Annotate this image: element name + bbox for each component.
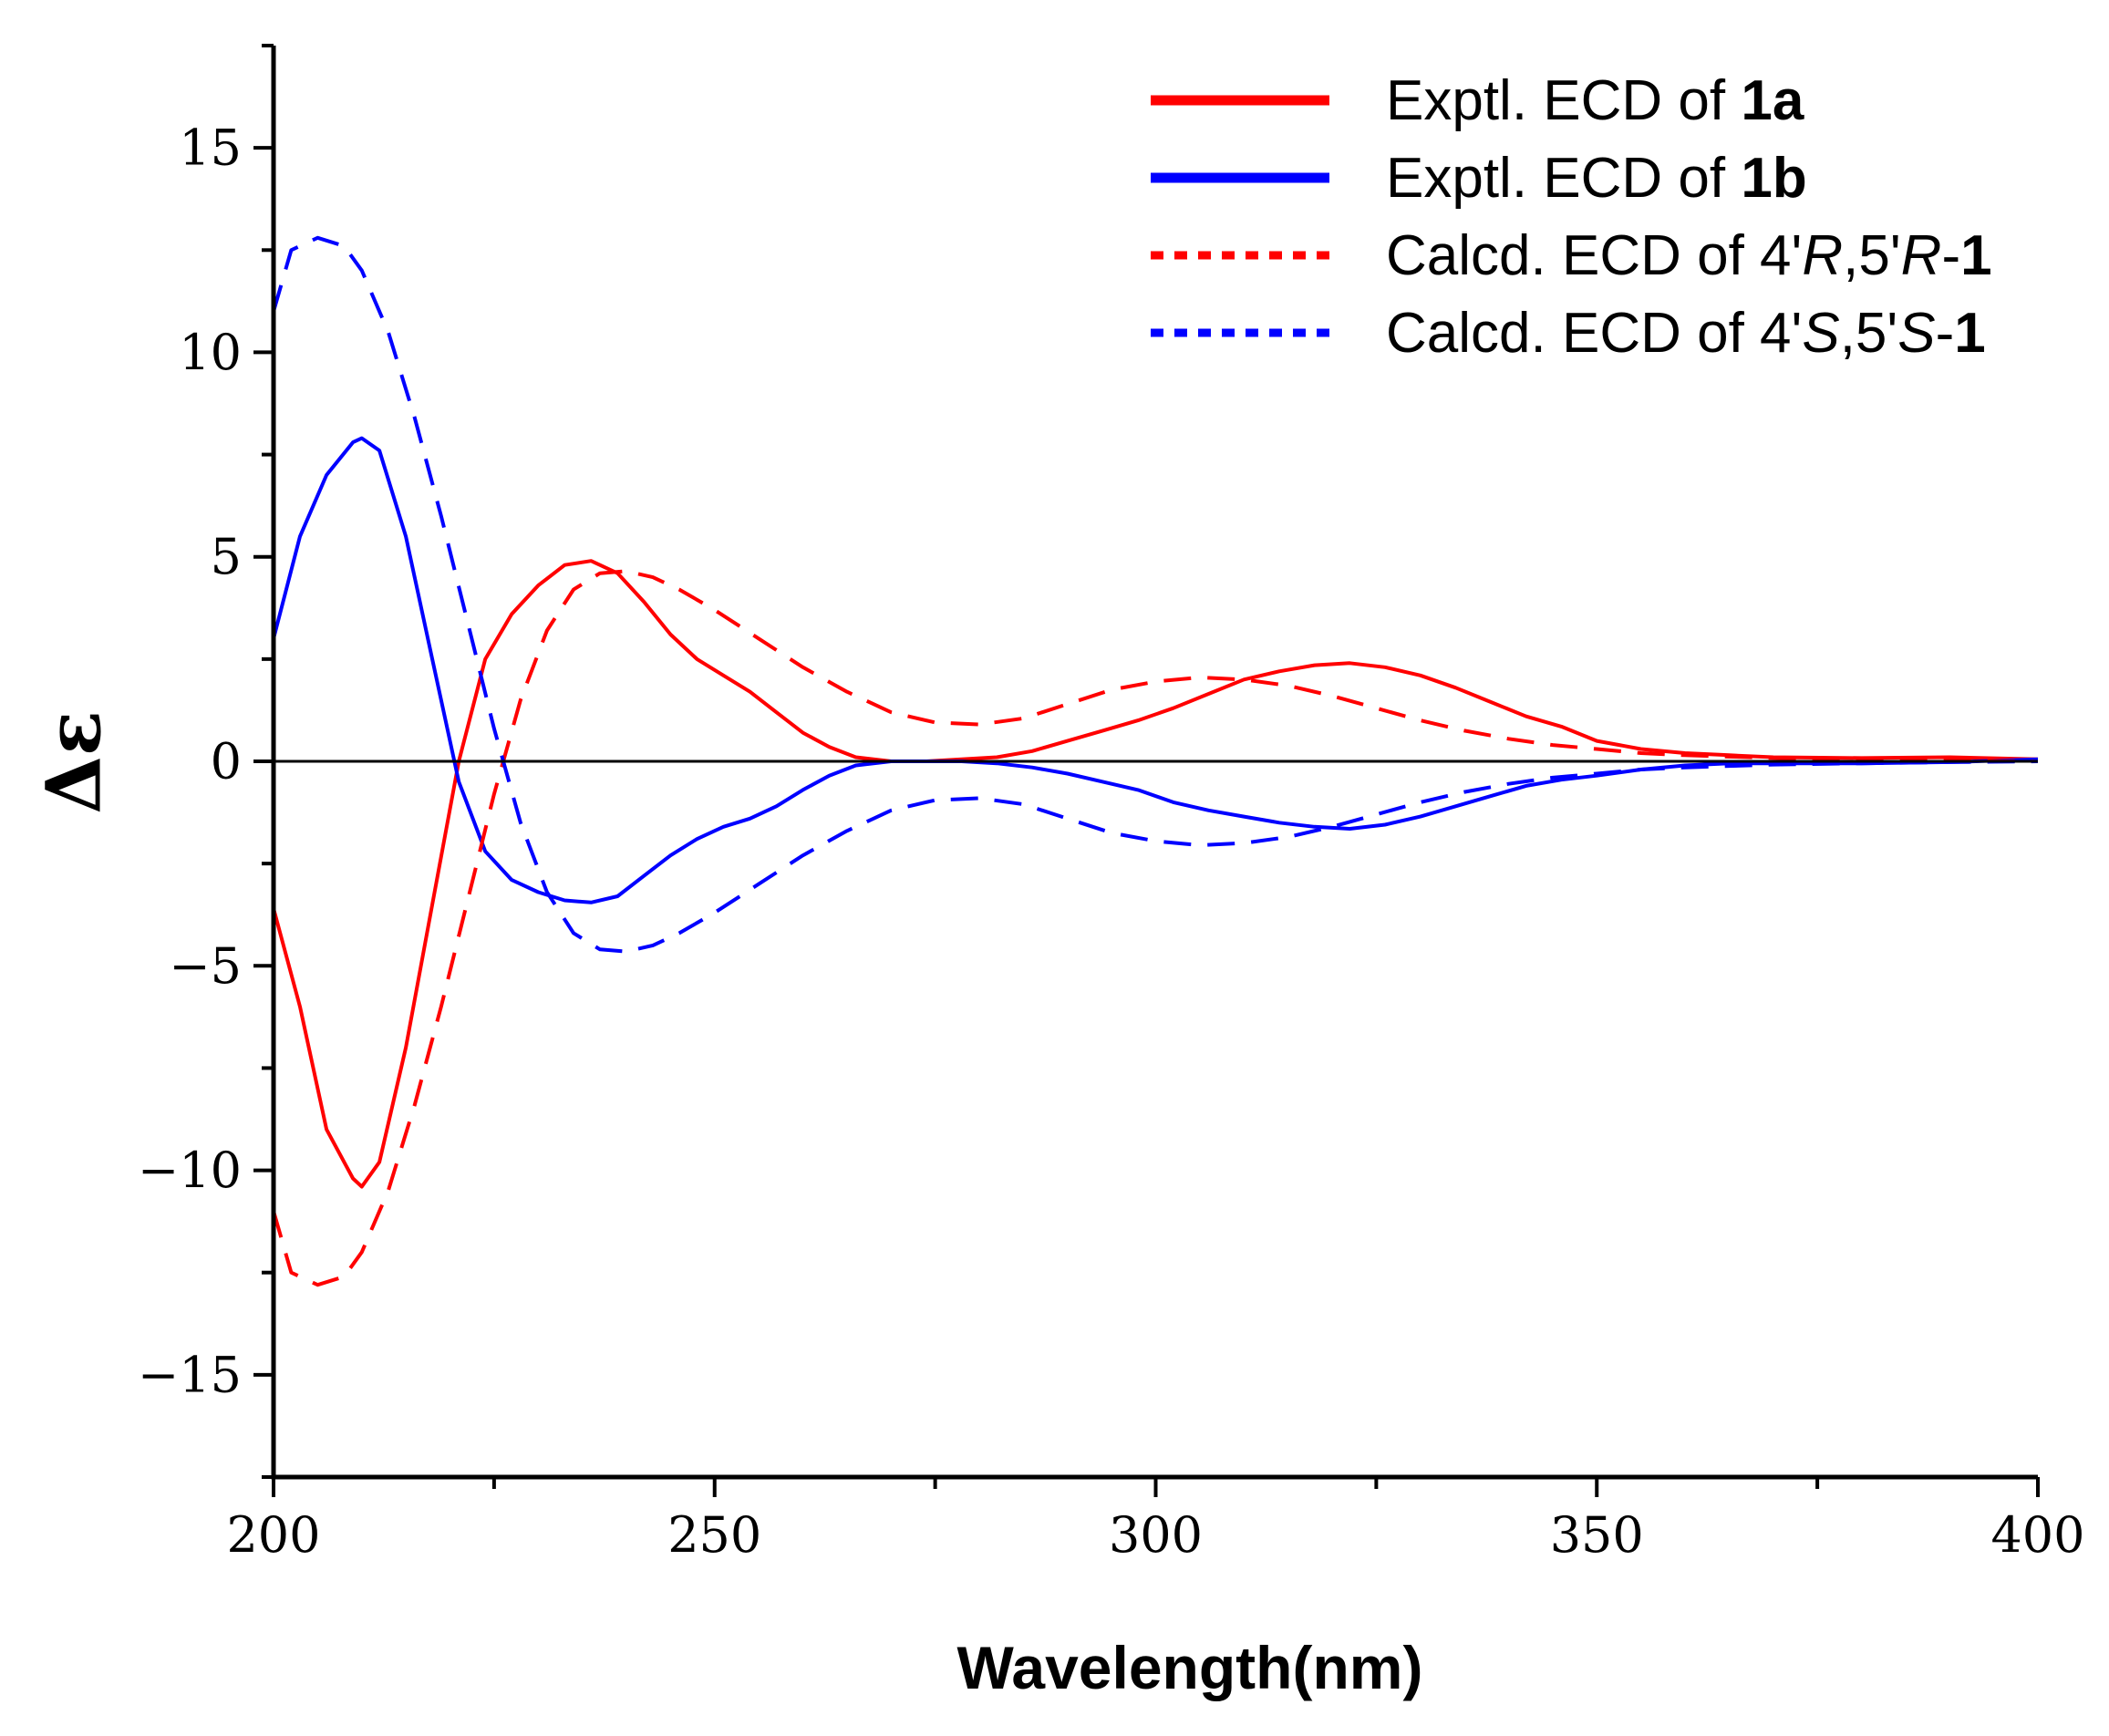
y-tick-label: 0 <box>211 733 242 790</box>
y-tick-label: −5 <box>169 937 242 995</box>
x-tick-label: 350 <box>1550 1506 1644 1564</box>
series-line-2 <box>272 436 2039 904</box>
legend-label-3: Calcd. ECD of 4'R,5'R-1 <box>1386 224 1992 287</box>
y-tick-label: 5 <box>211 528 242 585</box>
legend-label-4: Calcd. ECD of 4'S,5'S-1 <box>1386 302 1986 365</box>
y-axis-title: Δε <box>30 710 118 813</box>
y-ticks: −15 −10 −5 0 5 10 15 <box>138 44 274 1479</box>
series-line-3 <box>272 569 2039 1287</box>
series-line-1 <box>272 559 2039 1189</box>
legend: Exptl. ECD of 1a Exptl. ECD of 1b Calcd. E… <box>1151 69 1992 365</box>
x-tick-label: 200 <box>226 1506 320 1564</box>
x-tick-label: 300 <box>1109 1506 1203 1564</box>
x-ticks: 200 250 300 350 400 <box>226 1477 2085 1564</box>
y-tick-label: −15 <box>138 1346 242 1403</box>
series-line-4 <box>272 235 2039 954</box>
x-tick-label: 400 <box>1990 1506 2084 1564</box>
legend-label-1: Exptl. ECD of 1a <box>1386 69 1804 132</box>
y-tick-label: 10 <box>179 324 242 381</box>
y-tick-label: −10 <box>138 1142 242 1199</box>
x-tick-label: 250 <box>667 1506 761 1564</box>
y-tick-label: 15 <box>179 119 242 177</box>
x-axis-title: Wavelength(nm) <box>957 1634 1423 1701</box>
legend-label-2: Exptl. ECD of 1b <box>1386 147 1807 210</box>
